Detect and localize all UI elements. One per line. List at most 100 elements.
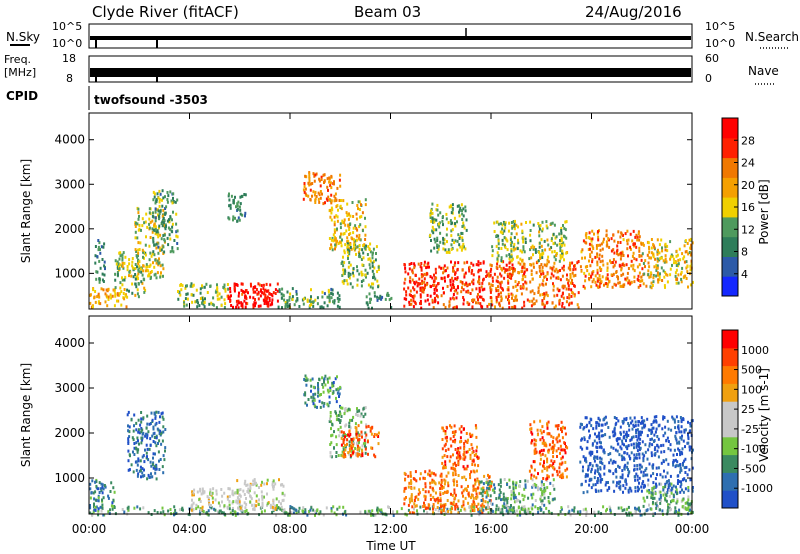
data-cell-velocity-0 xyxy=(636,507,639,511)
data-cell-velocity-10 xyxy=(543,486,546,490)
data-cell-power-17 xyxy=(551,250,554,254)
data-cell-velocity-8 xyxy=(427,472,429,476)
data-cell-power-14 xyxy=(434,296,436,300)
data-cell-power-17 xyxy=(563,226,566,230)
data-cell-velocity-5 xyxy=(304,393,307,397)
data-cell-velocity-7 xyxy=(365,425,368,429)
data-cell-power-17 xyxy=(547,243,550,247)
data-cell-power-6 xyxy=(236,283,239,287)
data-cell-velocity-12 xyxy=(622,436,625,440)
data-cell-power-17 xyxy=(505,238,508,242)
data-cell-velocity-12 xyxy=(639,433,642,437)
data-cell-power-14 xyxy=(444,305,447,309)
data-cell-power-14 xyxy=(477,270,480,274)
data-cell-velocity-8 xyxy=(433,472,435,476)
data-cell-power-16 xyxy=(488,302,491,306)
data-cell-velocity-4 xyxy=(246,490,249,493)
data-cell-velocity-11 xyxy=(547,475,550,479)
data-cell-velocity-8 xyxy=(444,503,447,506)
data-cell-power-10 xyxy=(303,182,306,185)
data-cell-velocity-8 xyxy=(418,491,421,495)
data-cell-velocity-12 xyxy=(637,423,640,427)
data-cell-power-0 xyxy=(120,290,123,294)
data-cell-power-14 xyxy=(457,261,460,265)
data-cell-power-5 xyxy=(196,305,199,309)
data-cell-power-16 xyxy=(532,265,535,269)
data-cell-power-17 xyxy=(541,256,544,259)
data-cell-velocity-0 xyxy=(640,513,643,517)
data-cell-power-18 xyxy=(635,233,638,237)
data-cell-power-17 xyxy=(504,246,507,250)
data-cell-velocity-7 xyxy=(349,449,351,453)
data-cell-power-12 xyxy=(372,272,375,276)
data-cell-power-18 xyxy=(606,243,609,247)
data-cell-velocity-0 xyxy=(277,506,280,510)
data-cell-velocity-9 xyxy=(471,433,474,437)
data-cell-velocity-12 xyxy=(687,437,690,441)
data-cell-power-5 xyxy=(201,298,204,302)
data-cell-velocity-7 xyxy=(356,448,359,451)
data-cell-power-16 xyxy=(521,269,524,273)
data-cell-power-18 xyxy=(619,241,622,244)
data-cell-power-18 xyxy=(639,279,642,283)
data-cell-velocity-7 xyxy=(369,426,372,430)
data-cell-power-14 xyxy=(481,297,484,301)
data-cell-velocity-8 xyxy=(464,487,467,491)
data-cell-power-18 xyxy=(600,280,603,284)
data-cell-power-17 xyxy=(538,250,540,254)
data-cell-velocity-6 xyxy=(342,434,345,438)
data-cell-power-3 xyxy=(159,264,162,268)
data-cell-velocity-12 xyxy=(636,438,639,442)
data-cell-velocity-11 xyxy=(560,462,563,466)
data-cell-velocity-0 xyxy=(524,507,527,511)
data-cell-power-10 xyxy=(309,188,312,192)
data-cell-power-14 xyxy=(462,302,465,306)
data-cell-power-14 xyxy=(428,302,431,306)
data-cell-velocity-8 xyxy=(471,509,474,512)
data-cell-velocity-5 xyxy=(313,398,316,402)
data-cell-power-19 xyxy=(690,247,693,251)
data-cell-power-3 xyxy=(136,236,139,240)
data-cell-power-4 xyxy=(164,207,167,210)
data-cell-velocity-12 xyxy=(619,431,622,435)
data-cell-power-16 xyxy=(543,296,546,300)
data-cell-velocity-12 xyxy=(650,423,653,427)
data-cell-velocity-10 xyxy=(534,485,537,489)
data-cell-power-4 xyxy=(168,233,171,237)
data-cell-power-14 xyxy=(421,286,424,290)
data-cell-power-16 xyxy=(566,273,568,277)
data-cell-power-11 xyxy=(363,243,366,247)
data-cell-velocity-7 xyxy=(358,434,361,437)
data-cell-power-16 xyxy=(577,306,580,310)
data-cell-power-12 xyxy=(347,265,350,269)
data-cell-velocity-7 xyxy=(361,451,364,455)
data-cell-power-13 xyxy=(381,295,384,299)
data-cell-velocity-2 xyxy=(143,474,146,478)
data-cell-velocity-1 xyxy=(100,482,103,486)
data-cell-power-16 xyxy=(551,267,554,271)
data-cell-velocity-12 xyxy=(600,446,603,450)
data-cell-velocity-0 xyxy=(545,506,548,510)
data-cell-power-16 xyxy=(516,283,519,287)
data-cell-velocity-3 xyxy=(212,500,214,504)
data-cell-velocity-7 xyxy=(344,444,346,447)
data-cell-power-17 xyxy=(543,239,546,243)
data-cell-power-17 xyxy=(515,223,518,227)
data-cell-velocity-8 xyxy=(440,505,442,509)
data-cell-velocity-8 xyxy=(472,496,475,500)
data-cell-velocity-11 xyxy=(552,448,555,452)
data-cell-power-5 xyxy=(195,288,198,292)
data-cell-velocity-1 xyxy=(95,505,98,509)
data-cell-power-11 xyxy=(359,215,361,219)
data-cell-power-19 xyxy=(686,270,689,274)
data-cell-power-19 xyxy=(648,275,651,279)
data-cell-power-0 xyxy=(116,299,118,303)
data-cell-power-17 xyxy=(560,236,563,240)
data-cell-velocity-3 xyxy=(223,504,226,508)
data-cell-velocity-0 xyxy=(626,507,629,511)
data-cell-velocity-0 xyxy=(568,509,571,513)
data-cell-velocity-6 xyxy=(337,428,340,432)
data-cell-velocity-2 xyxy=(140,430,143,434)
data-cell-velocity-2 xyxy=(152,432,155,436)
data-cell-power-6 xyxy=(246,302,249,306)
